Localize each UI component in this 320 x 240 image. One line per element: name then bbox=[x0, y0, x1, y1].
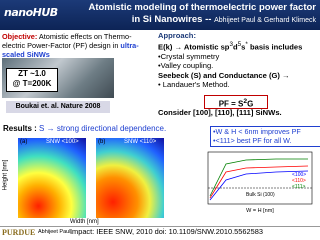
zt: ZT ~1.0 bbox=[18, 69, 46, 78]
objective-text: Atomistic effects on Thermo-electric Pow… bbox=[2, 32, 132, 50]
bulk-label: Bulk Si (100) bbox=[246, 192, 275, 198]
footer-impact: Impact: IEEE SNW, 2010 doi: 10.1109/SNW.… bbox=[70, 227, 263, 236]
results-note: •W & H < 6nm improves PF •<111> best PF … bbox=[210, 126, 320, 147]
results-label: Results : bbox=[3, 124, 37, 133]
note-line: •W & H < 6nm improves PF bbox=[213, 127, 301, 136]
curve bbox=[209, 165, 309, 199]
sup: * bbox=[245, 41, 248, 49]
zt-temp: @ T=200K bbox=[12, 79, 52, 88]
seebeck: Seebeck (S) and Conductance (G) → bbox=[158, 70, 290, 80]
approach: Approach: E(k) → Atomistic sp3d5s* basis… bbox=[158, 31, 318, 89]
ek: E(k) → Atomistic sp bbox=[158, 42, 230, 52]
consider: Consider [100], [110], [111] SiNWs. bbox=[158, 108, 282, 117]
pf-sup: 2 bbox=[243, 98, 248, 105]
x-axis-label: W = H [nm] bbox=[246, 208, 274, 214]
map-label: SNW <100> bbox=[46, 139, 79, 145]
panel-label: (a) bbox=[20, 139, 28, 145]
curve bbox=[209, 158, 308, 197]
legend-entry: <111> bbox=[292, 184, 306, 190]
curve bbox=[209, 170, 309, 201]
results-heading: Results : S → strong directional depende… bbox=[3, 124, 166, 133]
title-line: Atomistic modeling of thermoelectric pow… bbox=[88, 2, 316, 13]
zt-box: ZT ~1.0 @ T=200K bbox=[6, 68, 58, 92]
sup: 5 bbox=[237, 41, 242, 49]
bullet: •Crystal symmetry bbox=[158, 52, 220, 62]
citation: Boukai et. al. Nature 2008 bbox=[6, 101, 110, 113]
footer bbox=[0, 226, 320, 240]
plot-frame bbox=[207, 151, 313, 205]
map-label: SNW <110> bbox=[124, 139, 157, 145]
note-line: •<111> best PF for all W. bbox=[213, 135, 292, 145]
heatmap bbox=[96, 138, 164, 218]
header-bar bbox=[0, 0, 320, 30]
heatmap bbox=[18, 138, 86, 218]
legend-entry: <100> bbox=[292, 172, 306, 178]
ek-d: d bbox=[232, 42, 238, 52]
ek-s: s bbox=[241, 42, 246, 52]
basis: basis includes bbox=[247, 42, 303, 52]
pf: PF = S bbox=[218, 99, 244, 109]
pf-plot: Bulk Si (100) <100> <110> <111> W = H [n… bbox=[207, 151, 313, 214]
results-text: S → strong directional dependence. bbox=[39, 124, 167, 133]
y-axis-label: Height [nm] bbox=[2, 159, 9, 191]
approach-label: Approach: bbox=[158, 31, 196, 40]
objective-highlight: ultra-scaled SiNWs bbox=[2, 41, 139, 59]
legend-entry: <110> bbox=[292, 178, 306, 184]
pf-g: G bbox=[247, 99, 254, 109]
footer-logo: PURDUE bbox=[2, 228, 36, 237]
authors: Abhijeet Paul & Gerhard Klimeck bbox=[214, 17, 316, 24]
logo: nanoHUB bbox=[4, 6, 58, 19]
pf-box: PF = S2G bbox=[204, 95, 268, 109]
bullet: • Landauer's Method. bbox=[158, 80, 230, 90]
x-axis-label: Width [nm] bbox=[70, 219, 99, 225]
objective: Objective: Atomistic effects on Thermo-e… bbox=[2, 32, 154, 59]
panel-label: (b) bbox=[98, 139, 106, 145]
sup: 3 bbox=[229, 41, 233, 49]
objective-label: Objective: bbox=[2, 32, 38, 41]
title-line2: in Si Nanowires -- bbox=[131, 14, 212, 25]
footer-name: Abhijeet Paul, bbox=[38, 229, 72, 235]
bullet: •Valley coupling. bbox=[158, 61, 214, 71]
title-line: in Si Nanowires -- Abhijeet Paul & Gerha… bbox=[62, 14, 316, 27]
title: Atomistic modeling of thermoelectric pow… bbox=[62, 2, 316, 27]
